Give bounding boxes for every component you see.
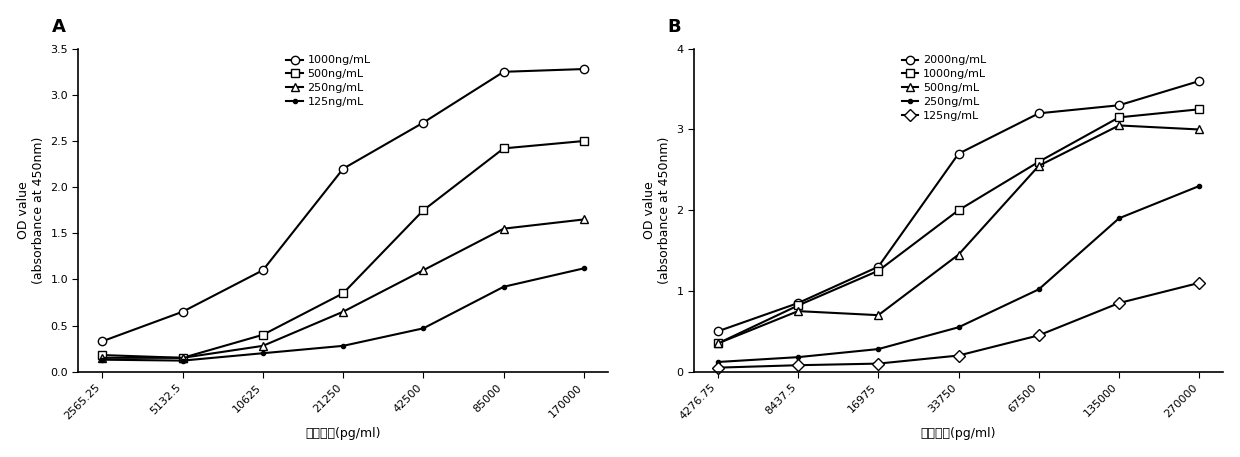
250ng/mL [1111,216,1126,221]
Legend: 1000ng/mL, 500ng/mL, 250ng/mL, 125ng/mL: 1000ng/mL, 500ng/mL, 250ng/mL, 125ng/mL [281,51,374,112]
Line: 125ng/mL: 125ng/mL [714,279,1204,372]
Line: 125ng/mL: 125ng/mL [100,266,587,363]
1000ng/mL [1192,106,1207,112]
500ng/mL [711,340,725,346]
500ng/mL [577,138,591,144]
125ng/mL [496,284,511,290]
1000ng/mL [791,303,806,308]
125ng/mL [95,357,110,362]
125ng/mL [1111,300,1126,306]
250ng/mL [95,355,110,361]
500ng/mL [496,146,511,151]
250ng/mL [496,226,511,231]
250ng/mL [711,359,725,365]
1000ng/mL [175,309,190,314]
Y-axis label: OD value
(absorbance at 450nm): OD value (absorbance at 450nm) [16,137,45,284]
125ng/mL [791,362,806,368]
1000ng/mL [415,120,430,125]
Text: A: A [52,18,66,36]
2000ng/mL [1032,111,1047,116]
250ng/mL [791,354,806,360]
Line: 250ng/mL: 250ng/mL [98,215,588,362]
125ng/mL [870,361,885,367]
125ng/mL [175,358,190,363]
250ng/mL [175,355,190,361]
250ng/mL [255,343,270,349]
250ng/mL [577,217,591,222]
Line: 2000ng/mL: 2000ng/mL [714,77,1204,335]
2000ng/mL [791,300,806,306]
250ng/mL [415,267,430,273]
125ng/mL [951,353,966,358]
1000ng/mL [711,340,725,346]
125ng/mL [1032,333,1047,338]
Y-axis label: OD value
(absorbance at 450nm): OD value (absorbance at 450nm) [642,137,671,284]
500ng/mL [415,207,430,213]
Text: B: B [667,18,681,36]
1000ng/mL [336,166,351,171]
500ng/mL [1111,122,1126,128]
500ng/mL [1032,163,1047,169]
X-axis label: 抗体浓度(pg/ml): 抗体浓度(pg/ml) [921,427,996,441]
Legend: 2000ng/mL, 1000ng/mL, 500ng/mL, 250ng/mL, 125ng/mL: 2000ng/mL, 1000ng/mL, 500ng/mL, 250ng/mL… [898,51,991,125]
125ng/mL [1192,280,1207,286]
1000ng/mL [577,66,591,72]
1000ng/mL [95,339,110,344]
500ng/mL [1192,127,1207,132]
2000ng/mL [711,329,725,334]
500ng/mL [95,352,110,358]
Line: 1000ng/mL: 1000ng/mL [714,105,1204,348]
500ng/mL [336,291,351,296]
2000ng/mL [1111,102,1126,108]
500ng/mL [791,308,806,314]
250ng/mL [336,309,351,314]
X-axis label: 抗体浓度(pg/ml): 抗体浓度(pg/ml) [305,427,381,440]
1000ng/mL [255,267,270,273]
125ng/mL [255,351,270,356]
125ng/mL [577,266,591,271]
2000ng/mL [870,264,885,270]
250ng/mL [870,346,885,352]
125ng/mL [415,325,430,331]
1000ng/mL [496,69,511,74]
250ng/mL [1032,287,1047,292]
500ng/mL [870,313,885,318]
250ng/mL [1192,183,1207,189]
2000ng/mL [951,151,966,156]
125ng/mL [711,365,725,370]
500ng/mL [951,252,966,257]
2000ng/mL [1192,78,1207,84]
1000ng/mL [951,207,966,213]
Line: 500ng/mL: 500ng/mL [714,121,1204,348]
Line: 250ng/mL: 250ng/mL [715,184,1202,364]
1000ng/mL [870,268,885,273]
125ng/mL [336,343,351,349]
250ng/mL [951,324,966,330]
500ng/mL [175,355,190,361]
500ng/mL [255,332,270,338]
1000ng/mL [1111,115,1126,120]
Line: 1000ng/mL: 1000ng/mL [98,65,588,345]
Line: 500ng/mL: 500ng/mL [98,137,588,362]
1000ng/mL [1032,159,1047,165]
